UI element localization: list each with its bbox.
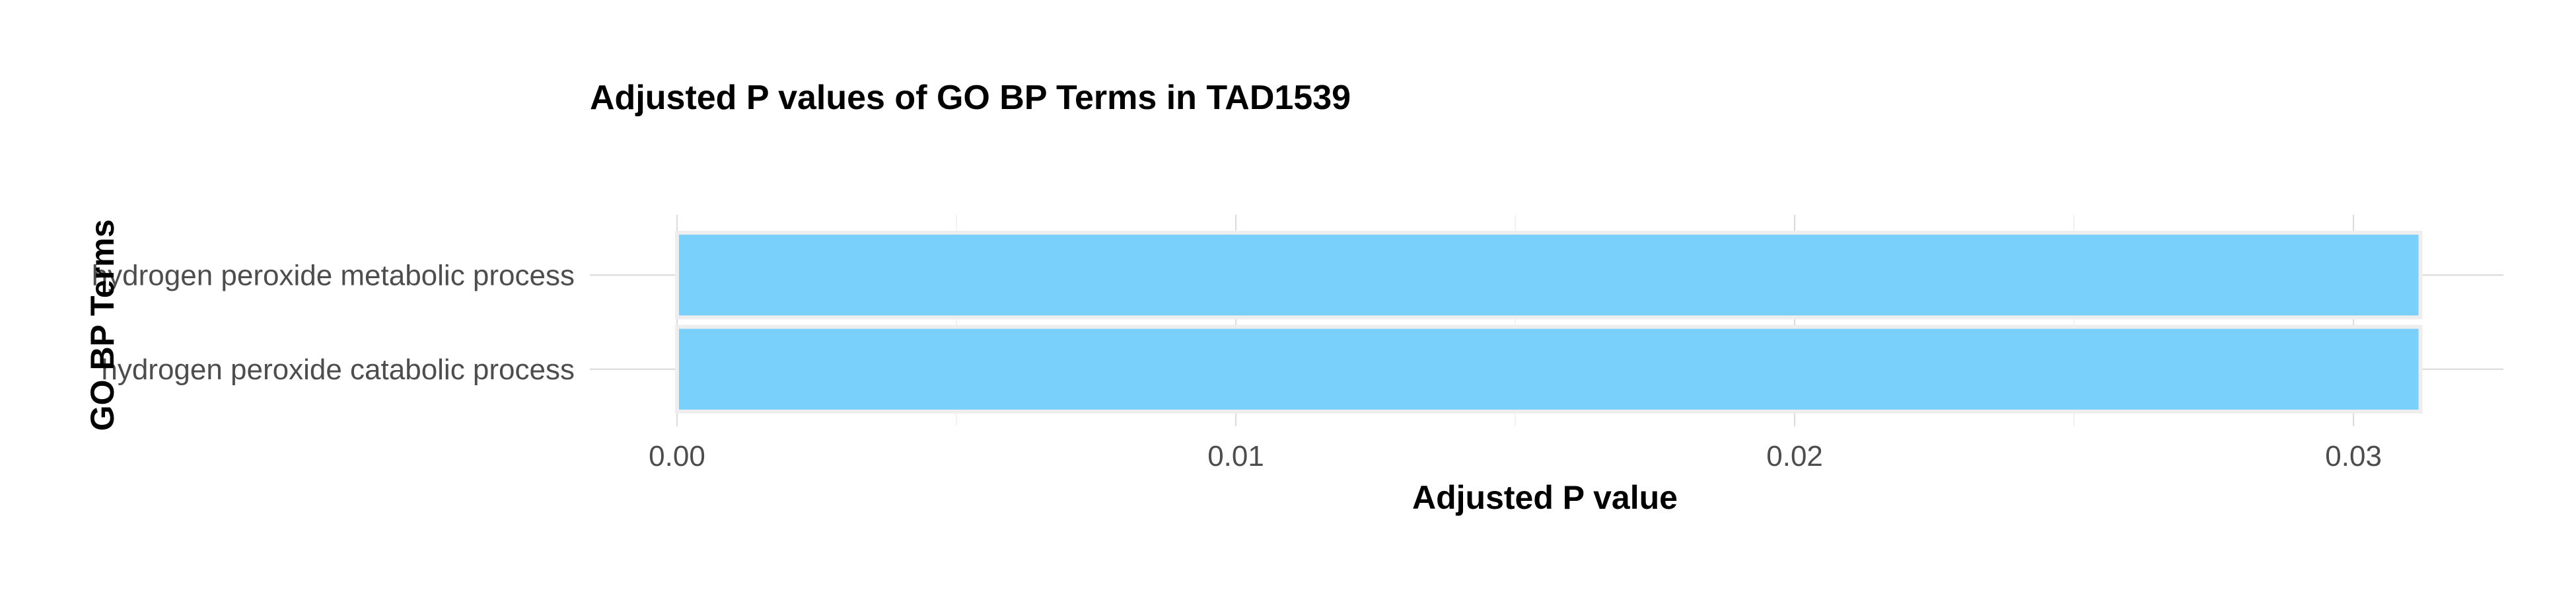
x-tick-label: 0.00 xyxy=(649,440,705,472)
y-axis-ticks: hydrogen peroxide metabolic process hydro… xyxy=(92,259,575,386)
x-tick-label: 0.01 xyxy=(1207,440,1264,472)
x-axis-ticks: 0.00 0.01 0.02 0.03 xyxy=(649,440,2382,472)
bars xyxy=(675,231,2423,414)
x-tick-label: 0.02 xyxy=(1766,440,1823,472)
bar xyxy=(675,231,2423,320)
bar xyxy=(675,324,2423,414)
x-axis-title: Adjusted P value xyxy=(1412,479,1678,516)
y-axis-title: GO BP Terms xyxy=(84,219,121,431)
chart-title: Adjusted P values of GO BP Terms in TAD1… xyxy=(590,79,1351,117)
y-tick-label: hydrogen peroxide metabolic process xyxy=(92,259,575,291)
x-tick-label: 0.03 xyxy=(2325,440,2382,472)
y-tick-label: hydrogen peroxide catabolic process xyxy=(101,354,575,386)
